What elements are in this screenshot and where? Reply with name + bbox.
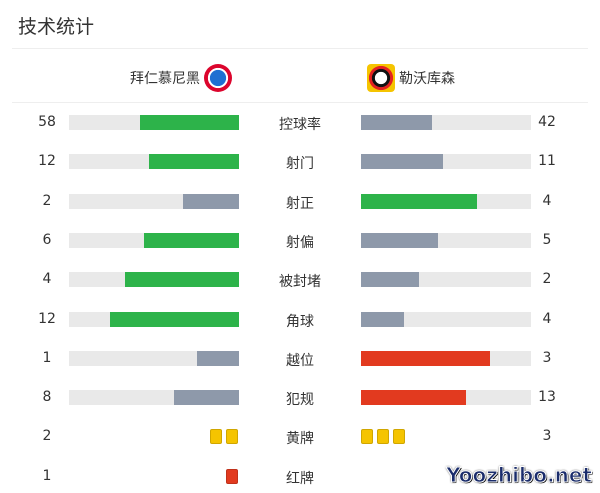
away-value: 3 bbox=[542, 428, 552, 445]
away-bar bbox=[361, 193, 531, 209]
stat-row: 8 犯规 13 bbox=[0, 389, 600, 409]
away-bar-fill bbox=[361, 154, 443, 170]
away-team-name: 勒沃库森 bbox=[399, 71, 455, 87]
stat-label: 射门 bbox=[286, 156, 314, 173]
card-icon bbox=[226, 468, 238, 484]
away-value: 4 bbox=[542, 192, 552, 209]
away-bar-fill bbox=[361, 193, 477, 209]
home-value: 1 bbox=[42, 467, 52, 484]
stat-label: 黄牌 bbox=[286, 431, 314, 448]
home-cards bbox=[210, 429, 238, 445]
away-bar bbox=[361, 115, 531, 130]
stat-row: 1 越位 3 bbox=[0, 349, 600, 369]
home-value: 12 bbox=[38, 153, 56, 170]
home-bar-fill bbox=[109, 311, 239, 327]
away-bar-fill bbox=[361, 232, 438, 248]
away-value: 11 bbox=[538, 153, 556, 170]
card-icon bbox=[377, 429, 389, 445]
stat-row: 4 被封堵 2 bbox=[0, 271, 600, 291]
home-value: 12 bbox=[38, 310, 56, 327]
away-bar-fill bbox=[361, 311, 404, 327]
card-row: 1 红牌 bbox=[0, 467, 600, 487]
card-icon bbox=[361, 429, 373, 445]
away-bar bbox=[361, 272, 531, 288]
divider bbox=[12, 102, 588, 103]
away-bar-fill bbox=[361, 115, 433, 130]
home-value: 6 bbox=[42, 231, 52, 248]
home-bar bbox=[69, 390, 239, 406]
home-value: 2 bbox=[42, 428, 52, 445]
away-bar-fill bbox=[361, 350, 491, 366]
home-bar-fill bbox=[182, 193, 239, 209]
home-team-name: 拜仁慕尼黑 bbox=[130, 71, 200, 87]
home-bar bbox=[69, 311, 239, 327]
away-bar-fill bbox=[361, 390, 467, 406]
home-bar bbox=[69, 154, 239, 170]
away-team[interactable]: 勒沃库森 bbox=[367, 64, 455, 92]
away-value: 42 bbox=[538, 114, 556, 130]
home-bar bbox=[69, 272, 239, 288]
stat-row: 58 控球率 42 bbox=[0, 114, 600, 133]
home-bar-fill bbox=[148, 154, 239, 170]
card-icon bbox=[226, 429, 238, 445]
stat-row: 12 射门 11 bbox=[0, 153, 600, 173]
bayern-crest-icon bbox=[204, 64, 232, 92]
home-bar-fill bbox=[143, 232, 239, 248]
card-icon bbox=[393, 429, 405, 445]
away-bar bbox=[361, 350, 531, 366]
away-value: 4 bbox=[542, 310, 552, 327]
home-bar-fill bbox=[140, 115, 239, 130]
home-value: 1 bbox=[42, 349, 52, 366]
home-bar bbox=[69, 232, 239, 248]
stat-label: 射正 bbox=[286, 195, 314, 212]
home-bar-fill bbox=[174, 390, 239, 406]
leverkusen-crest-icon bbox=[367, 64, 395, 92]
away-value: 2 bbox=[542, 271, 552, 288]
away-value: 3 bbox=[542, 349, 552, 366]
away-bar bbox=[361, 390, 531, 406]
away-bar-fill bbox=[361, 272, 419, 288]
away-value: 5 bbox=[542, 231, 552, 248]
home-team[interactable]: 拜仁慕尼黑 bbox=[130, 64, 232, 92]
away-bar bbox=[361, 232, 531, 248]
home-value: 2 bbox=[42, 192, 52, 209]
page-title: 技术统计 bbox=[18, 16, 95, 38]
stat-row: 12 角球 4 bbox=[0, 310, 600, 330]
home-cards bbox=[226, 468, 238, 484]
stat-label: 被封堵 bbox=[279, 274, 321, 291]
away-bar bbox=[361, 311, 531, 327]
stat-label: 控球率 bbox=[279, 117, 321, 133]
watermark: Yoozhibo.net bbox=[446, 463, 593, 488]
stat-row: 6 射偏 5 bbox=[0, 231, 600, 251]
card-icon bbox=[210, 429, 222, 445]
home-value: 58 bbox=[38, 114, 56, 130]
stat-label: 角球 bbox=[286, 313, 314, 330]
away-cards bbox=[361, 429, 405, 445]
divider bbox=[12, 48, 588, 49]
home-value: 4 bbox=[42, 271, 52, 288]
home-bar bbox=[69, 350, 239, 366]
stat-label: 犯规 bbox=[286, 392, 314, 409]
stat-label: 射偏 bbox=[286, 234, 314, 251]
home-bar bbox=[69, 193, 239, 209]
home-value: 8 bbox=[42, 389, 52, 406]
card-row: 2 黄牌 3 bbox=[0, 428, 600, 448]
home-bar-fill bbox=[125, 272, 239, 288]
home-bar bbox=[69, 115, 239, 130]
stat-label: 越位 bbox=[286, 352, 314, 369]
stat-label: 红牌 bbox=[286, 470, 314, 487]
away-value: 13 bbox=[538, 389, 556, 406]
away-bar bbox=[361, 154, 531, 170]
stat-row: 2 射正 4 bbox=[0, 192, 600, 212]
home-bar-fill bbox=[196, 350, 239, 366]
